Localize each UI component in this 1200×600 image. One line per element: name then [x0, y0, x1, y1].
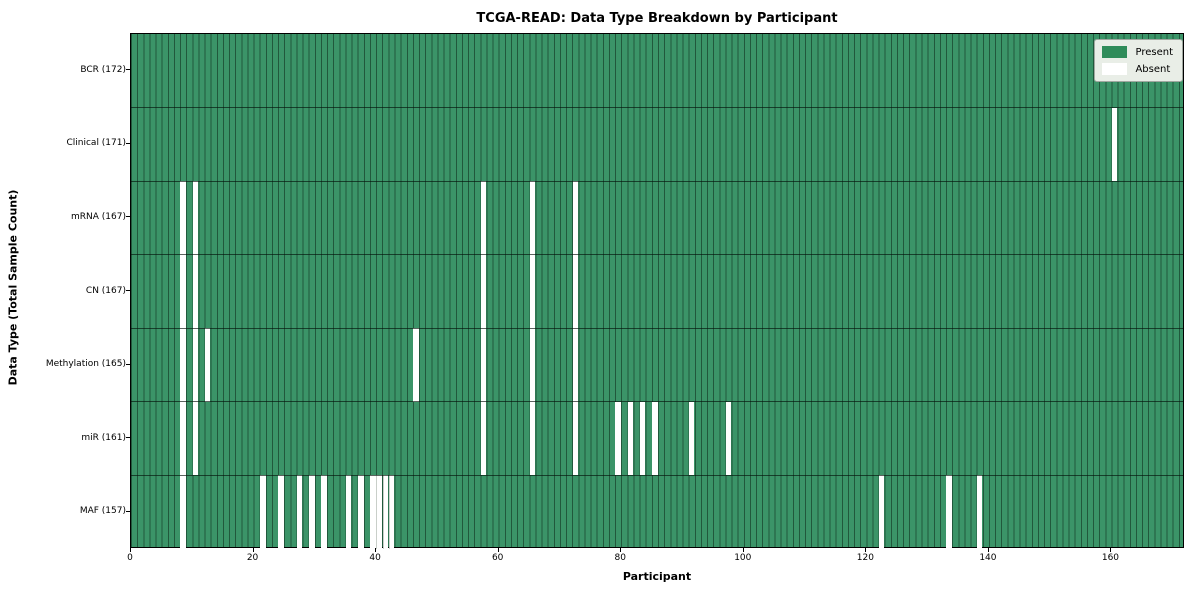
x-axis-label: Participant	[622, 570, 692, 583]
x-tick-label: 120	[856, 553, 874, 563]
x-tick-mark	[375, 548, 377, 552]
absent-cell	[180, 254, 186, 329]
absent-cell	[192, 328, 199, 402]
absent-cell	[725, 401, 732, 476]
x-tick-mark	[865, 548, 867, 552]
y-tick-mark	[126, 363, 130, 365]
y-tick-mark	[126, 510, 130, 512]
absent-cell	[529, 181, 536, 255]
absent-cell	[480, 328, 487, 402]
legend-label: Absent	[1135, 63, 1171, 75]
absent-cell	[639, 401, 646, 476]
x-tick-mark	[987, 548, 989, 552]
x-tick-mark	[130, 548, 131, 552]
x-tick-mark	[620, 548, 622, 552]
absent-cell	[572, 401, 579, 476]
absent-cell	[1111, 107, 1118, 182]
x-tick-mark	[497, 548, 499, 552]
x-tick-label: 140	[979, 553, 997, 563]
chart-title: TCGA-READ: Data Type Breakdown by Partic…	[476, 11, 838, 26]
plot-area	[130, 33, 1184, 549]
absent-cell	[480, 181, 487, 255]
row-separator	[131, 474, 1183, 476]
x-tick-mark	[742, 548, 744, 552]
absent-cell	[278, 475, 284, 549]
y-tick-mark	[126, 437, 130, 439]
absent-cell	[382, 475, 389, 549]
absent-cell	[615, 401, 621, 476]
absent-cell	[180, 328, 186, 402]
absent-cell	[192, 254, 199, 329]
absent-cell	[358, 475, 364, 549]
absent-cell	[192, 401, 199, 476]
y-tick-label: Clinical (171)	[66, 138, 126, 149]
absent-cell	[192, 181, 199, 255]
absent-cell	[878, 475, 885, 549]
absent-cell	[204, 328, 211, 402]
row-separator	[131, 107, 1183, 109]
absent-cell	[413, 328, 419, 402]
absent-cell	[370, 475, 376, 549]
absent-cell	[309, 475, 315, 549]
absent-cell	[529, 401, 536, 476]
y-tick-label: mRNA (167)	[71, 211, 126, 222]
absent-cell	[321, 475, 327, 549]
absent-cell	[259, 475, 266, 549]
absent-cell	[296, 475, 303, 549]
y-tick-label: MAF (157)	[79, 506, 126, 517]
legend-swatch-present	[1102, 46, 1128, 58]
absent-cell	[376, 475, 382, 549]
x-tick-label: 160	[1101, 553, 1120, 563]
absent-cell	[976, 475, 983, 549]
row-separator	[131, 254, 1183, 256]
absent-cell	[388, 475, 395, 549]
x-tick-mark	[252, 548, 254, 552]
y-tick-mark	[126, 216, 130, 218]
absent-cell	[627, 401, 634, 476]
row-separator	[131, 180, 1183, 182]
legend-label: Present	[1135, 46, 1173, 58]
x-tick-label: 80	[614, 553, 626, 563]
absent-cell	[572, 328, 579, 402]
absent-cell	[480, 254, 487, 329]
row-separator	[131, 327, 1183, 329]
y-tick-mark	[126, 69, 130, 71]
absent-cell	[529, 328, 536, 402]
legend-item-absent: Absent	[1102, 63, 1173, 75]
legend-item-present: Present	[1102, 46, 1173, 58]
x-tick-mark	[1110, 548, 1112, 552]
y-tick-label: BCR (172)	[80, 64, 126, 75]
absent-cell	[572, 254, 579, 329]
absent-cell	[652, 401, 658, 476]
absent-cell	[572, 181, 579, 255]
x-tick-label: 0	[127, 553, 133, 563]
absent-cell	[529, 254, 536, 329]
y-tick-mark	[126, 290, 130, 291]
y-tick-label: miR (161)	[81, 432, 126, 443]
row-separator	[131, 401, 1183, 403]
absent-cell	[480, 401, 487, 476]
y-tick-label: Methylation (165)	[45, 359, 126, 370]
y-tick-label: CN (167)	[85, 285, 126, 296]
x-tick-label: 100	[734, 553, 752, 563]
legend: Present Absent	[1094, 39, 1183, 82]
x-tick-label: 20	[246, 553, 259, 563]
absent-cell	[180, 401, 186, 476]
absent-cell	[345, 475, 352, 549]
legend-swatch-absent	[1102, 63, 1128, 75]
absent-cell	[946, 475, 952, 549]
x-tick-label: 60	[491, 553, 504, 563]
absent-cell	[688, 401, 695, 476]
absent-cell	[180, 475, 186, 549]
absent-cell	[180, 181, 186, 255]
x-tick-label: 40	[369, 553, 381, 563]
y-tick-mark	[126, 142, 130, 144]
